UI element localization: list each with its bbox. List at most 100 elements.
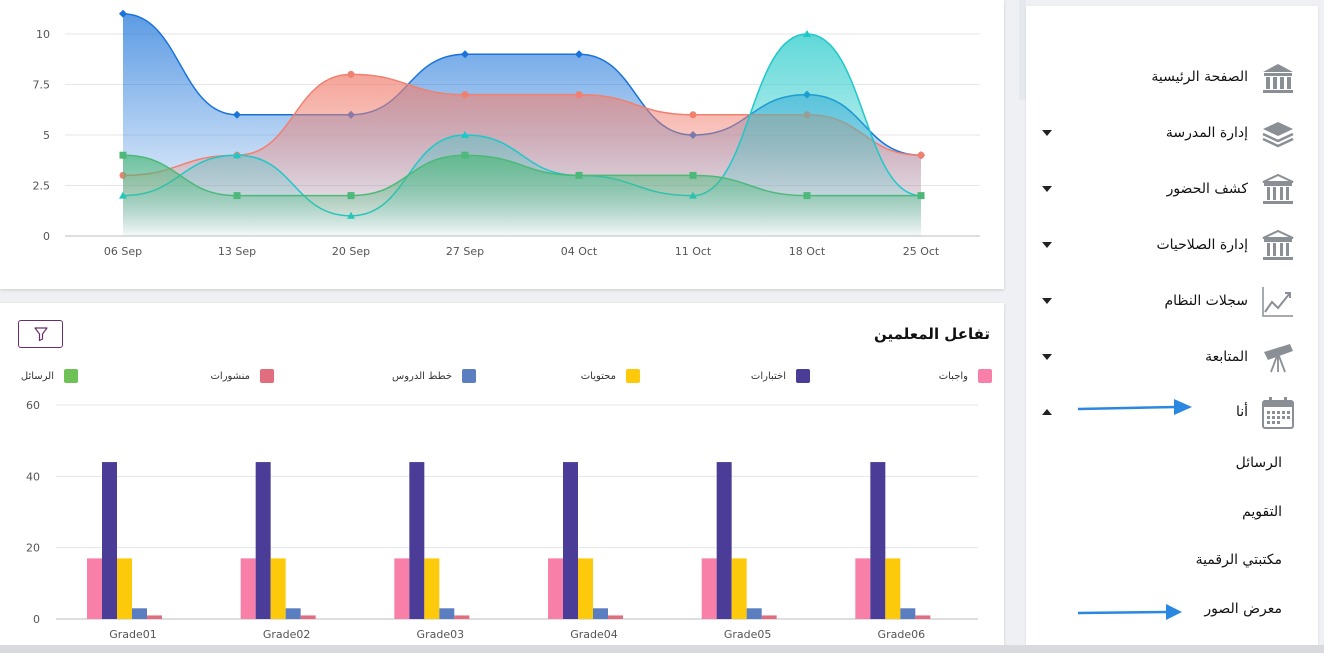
data-point-green[interactable] <box>689 171 697 179</box>
data-point-teal[interactable] <box>233 151 241 159</box>
chevron-up-icon <box>1042 409 1052 415</box>
bar[interactable] <box>394 558 410 619</box>
sidebar-item-permissions[interactable]: إدارة الصلاحيات <box>1026 226 1318 266</box>
data-point-green[interactable] <box>233 192 241 200</box>
legend-swatch <box>626 369 640 383</box>
bar[interactable] <box>593 608 608 619</box>
bar[interactable] <box>300 615 316 619</box>
legend-label: اختبارات <box>750 370 786 382</box>
sidebar-item-school-management[interactable]: إدارة المدرسة <box>1026 114 1318 154</box>
bar[interactable] <box>761 615 777 619</box>
sidebar-item-follow-up[interactable]: المتابعة <box>1026 338 1318 378</box>
legend-label: منشورات <box>210 370 250 382</box>
annotation-arrow <box>1077 399 1192 415</box>
bar[interactable] <box>132 608 147 619</box>
y-tick-label: 10 <box>36 28 50 41</box>
sidebar-item-label: أنا <box>1235 404 1248 420</box>
data-point-teal[interactable] <box>461 131 469 138</box>
sidebar-item-me[interactable]: أنا <box>1026 393 1318 433</box>
bar[interactable] <box>147 615 162 619</box>
sidebar: الصفحة الرئيسية إدارة المدرسة كشف الحضور <box>1026 6 1318 646</box>
building-icon <box>1263 64 1293 93</box>
data-point-blue[interactable] <box>233 110 241 119</box>
bar[interactable] <box>716 462 732 619</box>
data-point-salmon[interactable] <box>689 111 697 119</box>
legend-item-homework[interactable]: واجبات <box>939 369 992 383</box>
line-chart-icon <box>1262 287 1293 317</box>
legend-item-lesson-plans[interactable]: خطط الدروس <box>392 369 476 383</box>
bar[interactable] <box>578 558 593 619</box>
bar[interactable] <box>285 608 301 619</box>
legend-item-exams[interactable]: اختبارات <box>751 369 810 383</box>
sidebar-subitem-calendar[interactable]: التقويم <box>1242 504 1282 520</box>
bar[interactable] <box>102 462 117 619</box>
bar[interactable] <box>87 558 102 619</box>
data-point-green[interactable] <box>119 151 127 159</box>
bar-legend: واجبات اختبارات محتويات خطط الدروس منشور… <box>16 369 992 385</box>
chevron-down-icon <box>1042 298 1052 304</box>
data-point-salmon[interactable] <box>347 70 355 78</box>
bar[interactable] <box>855 558 871 619</box>
sidebar-item-system-logs[interactable]: سجلات النظام <box>1026 282 1318 322</box>
sidebar-subitem-digital-library[interactable]: مكتبتي الرقمية <box>1195 552 1282 568</box>
legend-item-posts[interactable]: منشورات <box>211 369 274 383</box>
x-tick-label: 27 Sep <box>446 245 484 258</box>
legend-swatch <box>796 369 810 383</box>
data-point-green[interactable] <box>917 192 925 200</box>
bar[interactable] <box>454 615 470 619</box>
filter-button[interactable] <box>18 320 63 348</box>
legend-swatch <box>462 369 476 383</box>
bar[interactable] <box>240 558 256 619</box>
horizontal-scrollbar[interactable] <box>0 645 1324 653</box>
y-tick-label: 60 <box>26 399 40 412</box>
telescope-icon <box>1264 344 1293 373</box>
bar[interactable] <box>731 558 747 619</box>
data-point-green[interactable] <box>803 192 811 200</box>
bar[interactable] <box>548 558 563 619</box>
bar[interactable] <box>270 558 286 619</box>
sidebar-item-home[interactable]: الصفحة الرئيسية <box>1026 58 1318 98</box>
data-point-green[interactable] <box>347 192 355 200</box>
bar[interactable] <box>870 462 886 619</box>
bar[interactable] <box>701 558 717 619</box>
data-point-teal[interactable] <box>803 30 811 37</box>
data-point-blue[interactable] <box>461 50 469 59</box>
legend-item-messages[interactable]: الرسائل <box>21 369 78 383</box>
bar[interactable] <box>255 462 271 619</box>
sidebar-item-attendance[interactable]: كشف الحضور <box>1026 170 1318 210</box>
bar[interactable] <box>900 608 916 619</box>
x-tick-label: Grade02 <box>263 628 311 641</box>
y-tick-label: 2.5 <box>33 180 51 193</box>
data-point-blue[interactable] <box>119 9 127 18</box>
data-point-blue[interactable] <box>575 50 583 59</box>
layers-icon <box>1262 122 1294 148</box>
bar[interactable] <box>424 558 440 619</box>
bar[interactable] <box>915 615 931 619</box>
bar[interactable] <box>608 615 623 619</box>
x-tick-label: 11 Oct <box>675 245 712 258</box>
legend-swatch <box>64 369 78 383</box>
sidebar-item-label: المتابعة <box>1205 349 1248 365</box>
bar[interactable] <box>885 558 901 619</box>
data-point-green[interactable] <box>575 171 583 179</box>
scroll-track[interactable] <box>1019 0 1026 100</box>
y-tick-label: 5 <box>43 129 50 142</box>
sidebar-subitem-photo-gallery[interactable]: معرض الصور <box>1204 601 1282 617</box>
bar[interactable] <box>563 462 578 619</box>
sidebar-subitem-messages[interactable]: الرسائل <box>1235 455 1282 471</box>
x-tick-label: Grade05 <box>724 628 772 641</box>
legend-item-contents[interactable]: محتويات <box>581 369 640 383</box>
bar[interactable] <box>439 608 455 619</box>
x-tick-label: 04 Oct <box>561 245 598 258</box>
data-point-salmon[interactable] <box>461 91 469 99</box>
sidebar-item-label: إدارة الصلاحيات <box>1156 237 1248 253</box>
data-point-salmon[interactable] <box>917 151 925 159</box>
bar[interactable] <box>746 608 762 619</box>
data-point-green[interactable] <box>461 151 469 159</box>
legend-label: محتويات <box>580 370 616 382</box>
bar[interactable] <box>117 558 132 619</box>
y-tick-label: 7.5 <box>33 79 51 92</box>
legend-label: واجبات <box>938 370 968 382</box>
data-point-salmon[interactable] <box>575 91 583 99</box>
bar[interactable] <box>409 462 425 619</box>
